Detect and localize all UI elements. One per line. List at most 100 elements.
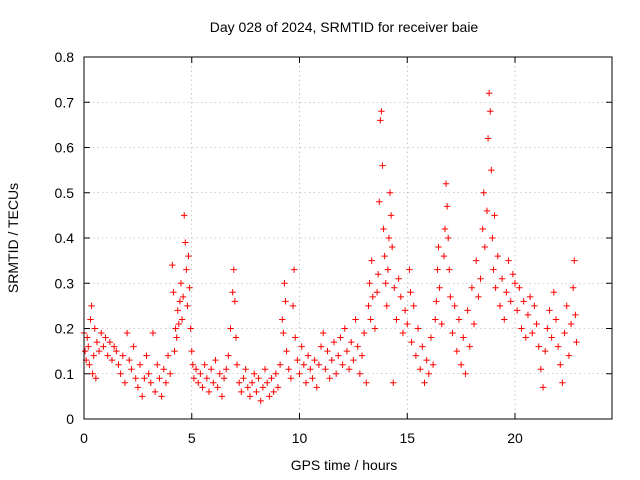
data-point <box>435 243 442 251</box>
data-point <box>290 266 298 273</box>
data-point <box>335 352 342 359</box>
data-point <box>307 366 314 373</box>
data-point <box>442 180 450 187</box>
data-point <box>432 316 439 323</box>
data-point <box>167 370 174 377</box>
data-point <box>443 203 451 210</box>
data-point <box>123 329 131 337</box>
data-point <box>246 393 254 400</box>
data-point <box>326 375 333 382</box>
data-point <box>317 343 325 350</box>
data-point <box>324 347 331 355</box>
data-point <box>253 388 260 396</box>
data-point <box>404 320 411 328</box>
data-point <box>176 298 184 305</box>
data-point <box>261 366 269 373</box>
data-point <box>360 329 368 337</box>
data-point <box>225 352 232 359</box>
data-point <box>174 307 181 314</box>
data-point <box>434 266 441 273</box>
data-point <box>276 361 284 368</box>
data-point <box>232 334 240 341</box>
data-point <box>229 289 236 296</box>
data-point <box>487 108 494 115</box>
data-point <box>199 384 206 391</box>
data-point <box>311 356 318 364</box>
data-point <box>395 275 402 282</box>
data-point <box>348 338 355 346</box>
data-point <box>460 334 467 341</box>
data-point <box>130 343 137 350</box>
data-point <box>162 379 170 386</box>
data-point <box>184 302 191 310</box>
data-point <box>365 302 372 310</box>
data-point <box>509 271 517 278</box>
data-point <box>84 334 91 341</box>
data-point <box>322 366 329 373</box>
data-point <box>354 343 361 350</box>
data-point <box>185 252 192 260</box>
data-point <box>98 329 105 337</box>
data-point <box>516 284 523 291</box>
data-point <box>445 234 452 242</box>
data-point <box>302 379 310 386</box>
y-tick-label: 0.7 <box>55 94 75 110</box>
data-point <box>376 198 383 205</box>
data-point <box>183 266 190 273</box>
data-point <box>95 347 103 355</box>
data-point <box>207 366 215 373</box>
data-point <box>513 307 521 314</box>
data-point <box>287 375 295 382</box>
data-point <box>522 334 529 341</box>
data-point <box>280 329 287 337</box>
data-point <box>480 189 487 196</box>
data-point <box>147 379 155 386</box>
data-point <box>546 307 553 314</box>
data-point <box>227 325 234 332</box>
data-point <box>218 393 226 400</box>
data-point <box>197 370 204 377</box>
data-point <box>570 284 577 291</box>
data-point <box>242 366 249 373</box>
data-point <box>282 298 289 305</box>
data-point <box>195 379 202 386</box>
data-point <box>554 343 562 350</box>
data-point <box>468 284 476 291</box>
data-point <box>381 252 388 260</box>
data-point <box>173 334 180 341</box>
data-point <box>132 375 139 382</box>
chart-title: Day 028 of 2024, SRMTID for receiver bai… <box>210 19 479 35</box>
data-point <box>561 329 568 337</box>
data-point <box>383 302 390 310</box>
data-point <box>419 343 426 350</box>
data-point <box>93 338 101 346</box>
data-point <box>345 366 353 373</box>
data-point <box>233 361 241 368</box>
data-point <box>343 347 351 355</box>
data-point <box>91 325 98 332</box>
data-point <box>520 298 527 305</box>
data-point <box>154 361 161 368</box>
data-points <box>80 90 580 405</box>
data-point <box>489 234 496 242</box>
y-axis-label: SRMTID / TECUs <box>5 183 21 293</box>
data-point <box>475 293 482 301</box>
data-point <box>438 320 445 328</box>
data-point <box>240 375 247 382</box>
data-point <box>374 271 382 278</box>
data-point <box>447 293 454 301</box>
data-point <box>119 352 126 359</box>
data-point <box>220 375 228 382</box>
data-point <box>175 320 183 328</box>
x-axis-label: GPS time / hours <box>291 457 398 473</box>
data-point <box>300 361 308 368</box>
data-point <box>158 393 165 400</box>
y-tick-label: 0.6 <box>55 140 75 156</box>
data-point <box>393 316 400 323</box>
data-point <box>134 384 142 391</box>
data-point <box>421 379 428 386</box>
data-point <box>192 366 200 373</box>
data-point <box>371 325 379 332</box>
data-point <box>369 293 376 301</box>
